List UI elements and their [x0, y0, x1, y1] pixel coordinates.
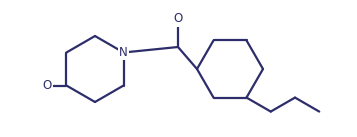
Text: O: O [43, 79, 52, 92]
Text: N: N [119, 46, 128, 59]
Text: O: O [174, 12, 183, 25]
